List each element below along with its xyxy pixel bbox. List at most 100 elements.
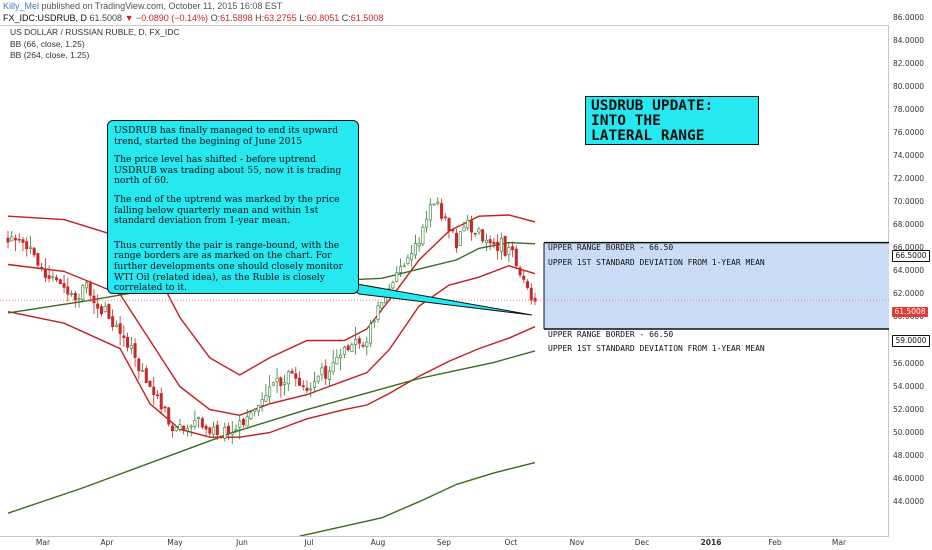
x-tick-label: Dec — [634, 538, 650, 547]
candle-body — [62, 283, 66, 288]
bb264-basis-line — [7, 350, 536, 514]
candle-body — [327, 370, 331, 380]
candle-body — [70, 293, 74, 295]
analysis-callout[interactable]: USDRUB has finally managed to end its up… — [107, 120, 359, 294]
candle-body — [320, 367, 324, 376]
candle-body — [193, 419, 197, 427]
candle-body — [398, 266, 402, 273]
candle-body — [413, 243, 417, 256]
y-tick-label: 68.0000 — [893, 220, 925, 230]
upper-stddev-label[interactable]: UPPER 1ST STANDARD DEVIATION FROM 1-YEAR… — [548, 258, 765, 267]
candle-body — [298, 377, 302, 386]
y-tick-label: 70.0000 — [893, 197, 925, 207]
candle-body — [365, 341, 369, 347]
update-title-box[interactable]: USDRUB UPDATE: INTO THE LATERAL RANGE — [585, 96, 759, 145]
candle-body — [436, 201, 440, 204]
candle-body — [21, 239, 25, 243]
y-tick-label: 62.0000 — [893, 289, 925, 299]
candle-body — [241, 418, 245, 425]
candle-body — [73, 292, 77, 301]
candle-body — [51, 275, 55, 278]
y-tick-label: 86.0000 — [893, 13, 925, 23]
price-axis[interactable]: 44.0000 46.0000 48.0000 50.0000 52.0000 54.00… — [889, 13, 932, 536]
candle-body — [458, 231, 462, 247]
y-tick-label: 72.0000 — [893, 174, 925, 184]
candle-body — [25, 241, 29, 250]
candle-body — [40, 267, 44, 269]
candle-body — [185, 428, 189, 432]
close-value: 61.5008 — [350, 13, 384, 23]
callout-pointer — [339, 280, 533, 316]
candle-body — [331, 362, 335, 373]
candle-body — [496, 241, 500, 251]
range-layer — [543, 241, 889, 330]
candle-body — [324, 365, 328, 379]
candle-body — [17, 238, 21, 241]
candle-body — [6, 237, 10, 243]
candle-body — [13, 237, 17, 241]
candle-body — [99, 306, 103, 315]
candle-body — [47, 275, 51, 279]
legend-bb66[interactable]: BB (66, close, 1.25) — [10, 39, 85, 49]
candle-body — [533, 297, 537, 302]
candle-body — [148, 380, 152, 387]
candle-body — [305, 387, 309, 391]
candle-body — [118, 323, 122, 334]
candle-body — [10, 236, 14, 242]
candle-body — [518, 267, 522, 276]
y-tick-label: 74.0000 — [893, 151, 925, 161]
candle-body — [357, 338, 361, 344]
candle-body — [514, 248, 518, 266]
update-title-line: INTO THE — [591, 113, 661, 129]
candle-body — [283, 382, 287, 385]
candle-body — [477, 228, 481, 233]
candle-body — [245, 416, 249, 427]
x-tick-label: Jul — [304, 538, 314, 547]
y-tick-label: 82.0000 — [893, 59, 925, 69]
price-tag-lower: 59.0000 — [892, 335, 930, 347]
upper-range-label[interactable]: UPPER RANGE BORDER - 66.50 — [548, 243, 674, 252]
candle-body — [223, 427, 227, 439]
candle-body — [170, 425, 174, 432]
candle-body — [342, 346, 346, 355]
candle-body — [522, 275, 526, 280]
candle-body — [421, 226, 425, 245]
y-tick-label: 78.0000 — [893, 105, 925, 115]
author-link[interactable]: Killy_Mel — [3, 1, 40, 11]
price-chart[interactable] — [0, 25, 889, 536]
candle-body — [156, 394, 160, 397]
candle-body — [249, 412, 253, 419]
y-tick-label: 66.0000 — [893, 243, 925, 253]
candle-body — [126, 336, 130, 348]
candle-body — [159, 393, 163, 410]
candle-body — [271, 382, 275, 386]
candle-body — [395, 272, 399, 282]
close-label: C: — [341, 13, 351, 23]
candle-body — [174, 426, 178, 431]
x-tick-label: Jun — [236, 538, 248, 547]
candle-body — [391, 282, 395, 289]
candle-body — [275, 377, 279, 383]
candle-body — [55, 277, 59, 281]
candle-body — [215, 424, 219, 436]
candle-body — [32, 247, 36, 256]
legend-bb264[interactable]: BB (264, close, 1.25) — [10, 50, 90, 60]
time-axis[interactable]: Mar Apr May Jun Jul Aug Sep Oct Nov Dec 2016 Feb Mar — [0, 536, 889, 550]
lower-stddev-label[interactable]: UPPER 1ST STANDARD DEVIATION FROM 1-YEAR… — [548, 344, 765, 353]
y-tick-label: 52.0000 — [893, 404, 925, 414]
candle-body — [526, 281, 530, 288]
candle-body — [167, 407, 171, 425]
candle-body — [204, 425, 208, 430]
candle-body — [335, 356, 339, 365]
y-tick-label: 64.0000 — [893, 266, 925, 276]
bb264-lower-line — [299, 461, 536, 536]
publish-info: published on TradingView.com, October 11… — [41, 1, 283, 11]
candle-body — [451, 229, 455, 232]
candle-body — [301, 385, 305, 388]
candle-body — [380, 302, 384, 309]
y-tick-label: 50.0000 — [893, 427, 925, 437]
lower-range-label[interactable]: UPPER RANGE BORDER - 66.50 — [548, 330, 674, 339]
candle-body — [462, 226, 466, 232]
candle-body — [111, 316, 115, 327]
candle-body — [96, 303, 100, 309]
